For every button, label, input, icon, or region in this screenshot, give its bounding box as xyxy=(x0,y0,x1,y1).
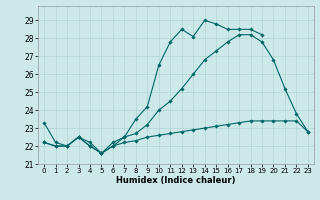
X-axis label: Humidex (Indice chaleur): Humidex (Indice chaleur) xyxy=(116,176,236,185)
